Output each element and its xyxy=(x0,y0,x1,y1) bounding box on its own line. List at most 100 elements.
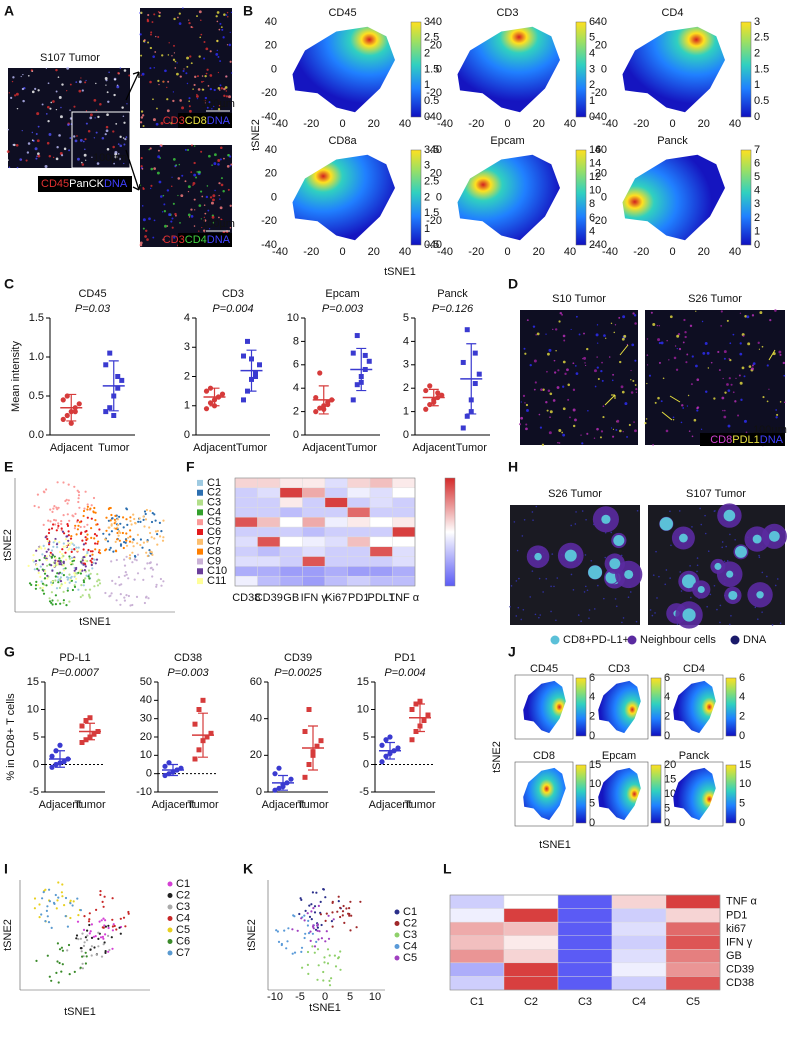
cell-dot xyxy=(188,109,192,113)
cell-dot xyxy=(62,590,65,594)
dna-dot xyxy=(696,557,699,559)
cell-dot xyxy=(174,212,177,216)
cell-dot xyxy=(600,430,604,433)
cell-dot xyxy=(95,82,97,85)
colorbar-label: 5 xyxy=(739,798,745,810)
cell-dot xyxy=(69,537,73,540)
colorbar-label: 4 xyxy=(589,48,595,60)
dna-dot xyxy=(719,604,722,607)
cell-dot xyxy=(326,948,330,951)
cell-dot xyxy=(728,377,731,380)
colorbar-label: 3 xyxy=(754,198,760,210)
cell-dot xyxy=(177,177,181,180)
cell-dot xyxy=(123,596,126,599)
cell-dot xyxy=(309,930,312,933)
cell-dot xyxy=(57,524,60,528)
cell-dot xyxy=(87,548,90,552)
cell-dot xyxy=(646,338,649,340)
cell-dot xyxy=(52,523,55,526)
colorbar-label: 2.5 xyxy=(754,32,769,44)
cell-dot xyxy=(61,530,65,533)
cell-dot xyxy=(143,510,147,513)
map-title: Panck xyxy=(679,750,710,762)
heat-cell xyxy=(369,566,393,577)
cell-dot xyxy=(110,936,113,939)
x-tick-label: Tumor xyxy=(456,442,488,454)
colorbar-label: 7 xyxy=(754,144,760,156)
cell-dot xyxy=(69,899,72,902)
y-tick-label: -20 xyxy=(426,87,442,99)
cell-dot xyxy=(174,67,177,69)
cell-dot xyxy=(56,942,60,945)
dna-dot xyxy=(690,596,692,599)
legend-label: C3 xyxy=(403,929,417,941)
heat-cell xyxy=(665,894,721,909)
cell-dot xyxy=(74,574,77,577)
cell-dot xyxy=(107,100,110,104)
image-title: S107 Tumor xyxy=(686,488,746,500)
cell-dot xyxy=(178,163,181,166)
cell-dot xyxy=(43,547,47,550)
cell-dot xyxy=(125,555,128,558)
cell-dot xyxy=(145,229,148,233)
cell-dot xyxy=(158,11,161,14)
cell-dot xyxy=(39,565,42,568)
cell-dot xyxy=(580,434,582,436)
data-point xyxy=(91,731,97,737)
heat-cell xyxy=(324,546,348,557)
cell-dot xyxy=(57,579,60,582)
cell-dot xyxy=(107,526,110,529)
heat-cell xyxy=(234,477,258,489)
data-point xyxy=(111,413,117,418)
cell-dot xyxy=(548,348,552,352)
cd8-pdl1-blob xyxy=(564,549,577,562)
cell-dot xyxy=(129,519,132,523)
cell-dot xyxy=(144,518,148,521)
cell-dot xyxy=(173,17,176,21)
cluster-swatch xyxy=(197,479,203,486)
cell-dot xyxy=(190,62,193,65)
cell-dot xyxy=(95,523,98,526)
cell-dot xyxy=(208,154,211,158)
cell-dot xyxy=(677,333,681,336)
cell-dot xyxy=(155,122,159,126)
cell-dot xyxy=(306,963,309,967)
cell-dot xyxy=(215,15,218,18)
x-tick-label: Adjacent xyxy=(302,442,345,454)
cell-dot xyxy=(44,920,47,923)
cd8-pdl1-blob xyxy=(624,569,634,579)
heat-cell xyxy=(347,575,371,587)
dna-dot xyxy=(716,608,718,611)
cell-dot xyxy=(96,573,99,576)
cell-dot xyxy=(747,342,751,346)
cell-dot xyxy=(597,377,600,381)
cell-dot xyxy=(768,388,770,390)
cell-dot xyxy=(158,180,162,184)
cell-dot xyxy=(743,375,746,378)
cell-dot xyxy=(86,516,89,519)
cd8-pdl1-blob xyxy=(679,533,688,543)
cell-dot xyxy=(782,361,786,365)
cell-dot xyxy=(587,409,589,412)
cell-dot xyxy=(98,528,101,531)
inset-box xyxy=(71,111,131,169)
cell-dot xyxy=(205,195,209,199)
cell-dot xyxy=(95,558,99,561)
cell-dot xyxy=(7,128,10,131)
heat-cell xyxy=(347,497,371,508)
data-point xyxy=(200,697,206,703)
cell-dot xyxy=(349,929,352,932)
colorbar-label: 0.5 xyxy=(754,95,769,107)
cell-dot xyxy=(209,87,213,91)
y-tick-label: 4 xyxy=(184,312,190,324)
cell-dot xyxy=(62,561,65,565)
dna-dot xyxy=(529,596,532,598)
cell-dot xyxy=(47,519,50,522)
cell-dot xyxy=(630,379,632,381)
cell-dot xyxy=(41,586,45,589)
cell-dot xyxy=(37,569,40,572)
heat-cell xyxy=(347,526,371,538)
cell-dot xyxy=(210,201,214,205)
axis-title: tSNE2 xyxy=(2,919,14,951)
y-tick-label: 3 xyxy=(403,359,409,371)
